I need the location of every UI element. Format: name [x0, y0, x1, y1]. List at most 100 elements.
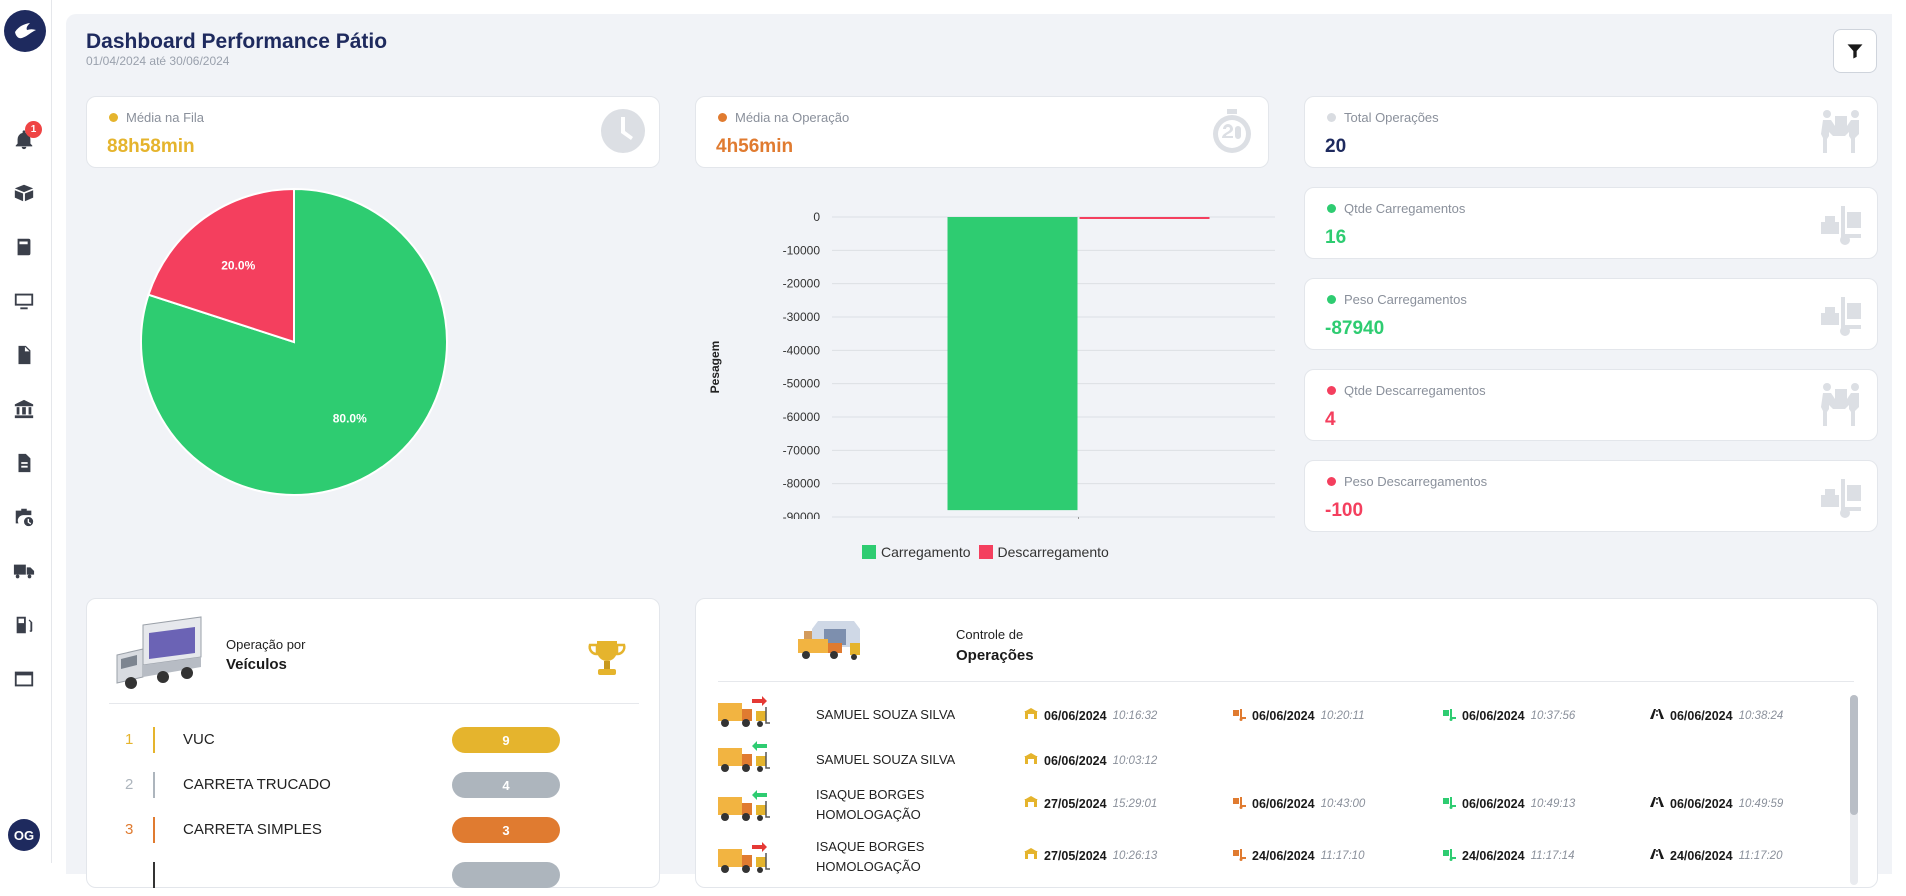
scrollbar-thumb[interactable]: [1850, 695, 1858, 815]
monitor-icon[interactable]: [11, 288, 37, 314]
vehicle-rank: 1: [125, 731, 134, 748]
vehicles-card: Operação por Veículos 1 VUC 9 2 CARRETA …: [86, 598, 660, 888]
legend-item-carregamento[interactable]: Carregamento: [862, 544, 971, 560]
operation-timestamp-start: 24/06/2024 11:17:10: [1232, 847, 1364, 864]
queue-icon: [1024, 847, 1038, 864]
avatar[interactable]: OG: [8, 819, 40, 851]
time: 10:49:13: [1530, 797, 1576, 810]
time: 11:17:20: [1738, 849, 1783, 862]
date: 06/06/2024: [1670, 796, 1733, 811]
vehicle-row[interactable]: [87, 856, 627, 896]
time: 11:17:10: [1320, 849, 1365, 862]
start-icon: [1232, 795, 1246, 812]
book-icon[interactable]: [11, 234, 37, 260]
kpi-value: 20: [1325, 136, 1347, 157]
driver-name-line: ISAQUE BORGES: [816, 787, 925, 802]
operation-timestamp-exit: 06/06/2024 10:38:24: [1650, 707, 1783, 724]
warehouse-illustration: [796, 617, 866, 663]
operation-driver-name: ISAQUE BORGES HOMOLOGAÇÃO: [816, 785, 924, 825]
kpi-qtde-descarregamentos: Qtde Descarregamentos 4: [1304, 369, 1878, 441]
queue-icon: [1024, 752, 1038, 769]
bar-descarregamento[interactable]: [1079, 217, 1210, 219]
scrollbar[interactable]: [1850, 695, 1858, 885]
status-dot: [1327, 204, 1336, 213]
document-icon[interactable]: [11, 450, 37, 476]
start-icon: [1232, 847, 1246, 864]
time: 10:37:56: [1530, 709, 1576, 722]
operation-timestamp-end: 24/06/2024 11:17:14: [1442, 847, 1574, 864]
time: 10:20:11: [1320, 709, 1365, 722]
vehicle-row[interactable]: 2 CARRETA TRUCADO 4: [87, 766, 627, 806]
date: 27/05/2024: [1044, 848, 1107, 863]
vehicle-row[interactable]: 3 CARRETA SIMPLES 3: [87, 811, 627, 851]
bar-chart: 0 -10000 -20000 -30000 -40000 -50000 -60000 -70…: [708, 210, 1275, 519]
kpi-value: 16: [1325, 227, 1347, 248]
operation-row[interactable]: ISAQUE BORGES HOMOLOGAÇÃO 27/05/2024 15:29:…: [696, 787, 1856, 831]
time: 10:49:59: [1738, 797, 1784, 810]
kpi-label: Média na Fila: [126, 110, 205, 125]
operation-timestamp-exit: 24/06/2024 11:17:20: [1650, 847, 1782, 864]
kpi-media-operacao: Média na Operação 4h56min: [695, 96, 1269, 168]
time: 10:38:24: [1738, 709, 1784, 722]
operations-card: Controle de Operações SAMUEL SOUZA SILVA…: [695, 598, 1878, 888]
stopwatch-icon: [1208, 107, 1256, 155]
operation-timestamp-end: 06/06/2024 10:37:56: [1442, 707, 1575, 724]
pie-slice[interactable]: [147, 187, 295, 344]
operation-row[interactable]: ISAQUE BORGES HOMOLOGAÇÃO 27/05/2024 10:26:…: [696, 839, 1856, 883]
rank-bar: [153, 862, 155, 888]
y-tick-label: -60000: [783, 410, 821, 424]
bank-icon[interactable]: [11, 396, 37, 422]
rank-bar: [153, 772, 155, 798]
fuel-icon[interactable]: [11, 612, 37, 638]
operation-row[interactable]: SAMUEL SOUZA SILVA 06/06/2024 10:03:12: [696, 740, 1856, 786]
operation-timestamp-queue: 06/06/2024 10:03:12: [1024, 752, 1157, 769]
date: 24/06/2024: [1462, 848, 1525, 863]
page-title: Dashboard Performance Pátio: [86, 30, 388, 53]
clock-icon: [599, 107, 647, 155]
operation-timestamp-queue: 27/05/2024 10:26:13: [1024, 847, 1157, 864]
loading-truck-icon: [716, 695, 772, 729]
date: 24/06/2024: [1670, 848, 1733, 863]
operations-subtitle: Controle de: [956, 627, 1024, 642]
bar-carregamento[interactable]: [947, 217, 1078, 511]
end-icon: [1442, 707, 1456, 724]
app-logo[interactable]: [4, 10, 46, 52]
kpi-label: Peso Carregamentos: [1344, 292, 1467, 307]
legend-item-descarregamento[interactable]: Descarregamento: [978, 544, 1109, 560]
operation-timestamp-exit: 06/06/2024 10:49:59: [1650, 795, 1783, 812]
box-icon[interactable]: [11, 180, 37, 206]
date: 06/06/2024: [1670, 708, 1733, 723]
driver-name-line: HOMOLOGAÇÃO: [816, 807, 921, 822]
driver-name-line: SAMUEL SOUZA SILVA: [816, 752, 956, 767]
status-dot: [1327, 113, 1336, 122]
truck-icon[interactable]: [11, 558, 37, 584]
date: 06/06/2024: [1044, 708, 1107, 723]
briefcase-clock-icon[interactable]: [11, 504, 37, 530]
vehicle-row[interactable]: 1 VUC 9: [87, 721, 627, 761]
pie-slice-label: 20.0%: [221, 258, 255, 272]
kpi-label: Qtde Descarregamentos: [1344, 383, 1486, 398]
hand-truck-icon: [1817, 289, 1865, 337]
window-icon[interactable]: [11, 666, 37, 692]
vehicle-name: CARRETA TRUCADO: [183, 776, 331, 793]
start-icon: [1232, 707, 1246, 724]
vehicle-count-badge: 4: [452, 772, 560, 798]
operation-timestamp-queue: 06/06/2024 10:16:32: [1024, 707, 1157, 724]
legend-label: Carregamento: [881, 544, 971, 560]
vehicle-count-badge: 9: [452, 727, 560, 753]
y-tick-label: 0: [813, 210, 820, 224]
operation-row[interactable]: SAMUEL SOUZA SILVA 06/06/2024 10:16:32 06/0…: [696, 695, 1856, 741]
y-tick-label: -80000: [783, 477, 821, 491]
end-icon: [1442, 847, 1456, 864]
chart-legend: Carregamento Descarregamento: [862, 544, 1109, 560]
time: 11:17:14: [1530, 849, 1575, 862]
end-icon: [1442, 795, 1456, 812]
y-tick-label: -90000: [783, 510, 821, 519]
main-content: Dashboard Performance Pátio 01/04/2024 a…: [66, 14, 1892, 888]
pie-slice-label: 80.0%: [333, 412, 367, 426]
file-icon[interactable]: [11, 342, 37, 368]
unloading-truck-icon: [716, 740, 772, 774]
kpi-label: Peso Descarregamentos: [1344, 474, 1488, 489]
filter-button[interactable]: [1833, 29, 1877, 73]
vehicle-name: CARRETA SIMPLES: [183, 821, 322, 838]
